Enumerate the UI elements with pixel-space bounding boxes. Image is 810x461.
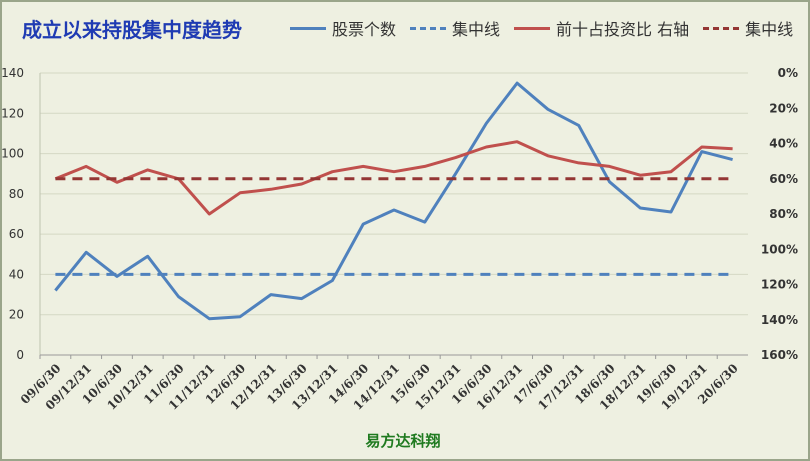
legend-swatch xyxy=(410,26,447,30)
right-tick-label: 80% xyxy=(769,207,798,221)
legend-swatch xyxy=(514,26,551,30)
left-tick-label: 120 xyxy=(1,106,24,120)
fund-name-footer: 易方达科翔 xyxy=(365,432,441,450)
right-tick-label: 100% xyxy=(761,242,798,256)
legend-swatch xyxy=(290,26,326,30)
chart-legend: 股票个数 集中线 前十占投资比 右轴 集中线 xyxy=(290,16,807,40)
legend-swatch xyxy=(703,26,740,30)
right-tick-label: 140% xyxy=(761,313,798,327)
legend-label: 股票个数 xyxy=(332,20,397,39)
left-tick-label: 140 xyxy=(1,66,24,80)
left-tick-label: 80 xyxy=(9,187,24,201)
left-tick-label: 100 xyxy=(1,147,24,161)
chart-title: 成立以来持股集中度趋势 xyxy=(22,18,242,42)
legend-item: 集中线 xyxy=(410,16,500,40)
legend-item: 前十占投资比 右轴 xyxy=(514,16,689,40)
left-tick-label: 40 xyxy=(9,267,24,281)
legend-item: 集中线 xyxy=(703,16,793,40)
plot-area xyxy=(40,73,748,355)
right-tick-label: 40% xyxy=(769,137,798,151)
left-tick-label: 20 xyxy=(9,308,24,322)
right-tick-label: 160% xyxy=(761,348,798,362)
right-tick-label: 60% xyxy=(769,172,798,186)
left-tick-label: 0 xyxy=(16,348,24,362)
legend-label: 集中线 xyxy=(745,20,794,39)
legend-label: 前十占投资比 右轴 xyxy=(556,20,690,39)
right-tick-label: 20% xyxy=(769,101,798,115)
left-tick-label: 60 xyxy=(9,227,24,241)
series-line-2 xyxy=(54,140,733,216)
right-tick-label: 0% xyxy=(778,66,798,80)
legend-item: 股票个数 xyxy=(290,16,396,40)
right-tick-label: 120% xyxy=(761,278,798,292)
series-line-0 xyxy=(54,81,733,321)
legend-label: 集中线 xyxy=(452,20,501,39)
